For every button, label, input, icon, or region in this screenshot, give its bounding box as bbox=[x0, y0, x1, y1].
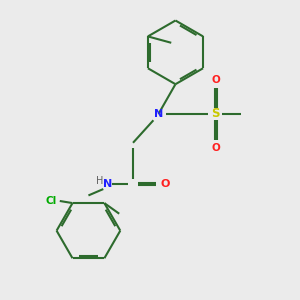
Text: S: S bbox=[212, 107, 220, 120]
Text: O: O bbox=[212, 75, 220, 85]
Text: H: H bbox=[96, 176, 103, 186]
Text: N: N bbox=[154, 109, 163, 119]
Text: O: O bbox=[212, 143, 220, 153]
Text: N: N bbox=[103, 179, 112, 189]
Text: O: O bbox=[160, 179, 170, 189]
Text: Cl: Cl bbox=[46, 196, 57, 206]
